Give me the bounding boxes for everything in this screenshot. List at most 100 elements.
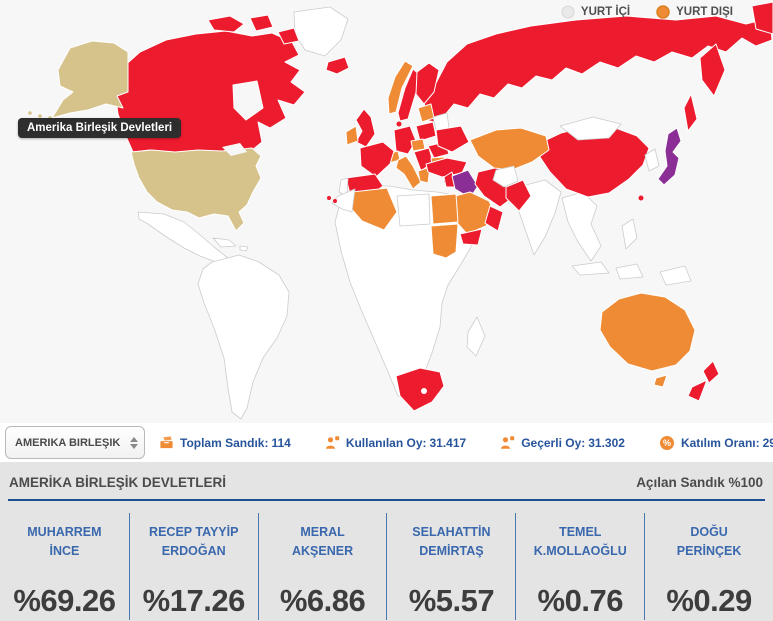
map-region-egypt[interactable] (430, 193, 459, 225)
map-region-cuba[interactable] (212, 237, 249, 252)
percent-icon: % (659, 435, 674, 450)
candidate-name: RECEP TAYYİP ERDOĞAN (149, 525, 239, 559)
map-region-russia[interactable] (423, 15, 773, 123)
map-region-sakhalin[interactable] (683, 93, 698, 132)
yurt-ici-dot-icon (561, 5, 575, 19)
map-region-kamchatka[interactable] (699, 43, 726, 97)
map-region-lesotho[interactable] (421, 388, 427, 394)
map-region-uk[interactable] (355, 108, 376, 148)
candidate-percent: %69.26 (13, 583, 116, 618)
stat-value: 114 (271, 435, 291, 450)
map-region-usa[interactable] (130, 147, 262, 232)
candidate-cell: DOĞU PERİNÇEK %0.29 (644, 513, 773, 620)
map-region-indonesia-east[interactable] (615, 263, 644, 280)
results-panel: AMERİKA BİRLEŞİK DEVLETLERİ Açılan Sandı… (0, 462, 773, 621)
map-legend: YURT İÇİ YURT DIŞI (561, 5, 733, 19)
map-region-australia[interactable] (599, 292, 696, 372)
map-region-pakistan[interactable] (505, 179, 532, 212)
map-region-korea[interactable] (644, 148, 660, 172)
candidates-grid: MUHARREM İNCE %69.26 RECEP TAYYİP ERDOĞA… (0, 513, 773, 620)
stat-value: 31.302 (588, 435, 625, 450)
map-region-taiwan[interactable] (638, 195, 644, 201)
candidate-percent: %0.29 (666, 583, 752, 618)
map-region-philippines[interactable] (621, 218, 638, 250)
legend-label: YURT İÇİ (580, 6, 631, 18)
candidate-cell: SELAHATTİN DEMİRTAŞ %5.57 (386, 513, 515, 620)
world-choropleth-map (28, 1, 773, 420)
candidate-percent: %17.26 (142, 583, 246, 618)
map-region-sudan[interactable] (430, 223, 459, 259)
map-region-canada[interactable] (114, 30, 306, 161)
candidate-name: TEMEL K.MOLLAOĞLU (533, 525, 627, 559)
map-region-greece[interactable] (417, 166, 431, 184)
map-region-new-zealand-north[interactable] (702, 360, 720, 384)
candidate-cell: MUHARREM İNCE %69.26 (0, 513, 129, 620)
stat-turnout: % Katılım Oranı:29.55 (659, 435, 773, 451)
map-region-ukraine[interactable] (435, 125, 470, 153)
map-region-italy[interactable] (395, 155, 422, 190)
country-select[interactable]: AMERIKA BIRLEŞIK DEV (5, 426, 145, 459)
candidate-name: MUHARREM İNCE (27, 525, 102, 559)
map-region-canary-islands[interactable] (327, 196, 337, 203)
map-region-south-africa[interactable] (395, 367, 445, 412)
map-region-ireland[interactable] (345, 125, 359, 146)
stat-used-votes: Kullanılan Oy: 31.417 (325, 435, 466, 450)
map-region-indonesia-west[interactable] (571, 261, 610, 276)
yurt-disi-dot-icon (656, 5, 670, 19)
candidate-percent: %5.57 (408, 583, 495, 618)
stat-value: 31.417 (429, 435, 467, 450)
svg-text:%: % (663, 438, 671, 448)
map-region-yemen[interactable] (459, 228, 483, 246)
opened-ballot-label: Açılan Sandık %100 (636, 475, 763, 490)
map-region-norway[interactable] (387, 60, 414, 115)
map-region-morocco[interactable] (331, 188, 356, 213)
candidate-percent: %6.86 (279, 583, 366, 618)
ballot-box-icon (160, 436, 173, 449)
map-region-denmark[interactable] (396, 121, 402, 127)
map-great-lakes (222, 143, 247, 156)
stat-label: Toplam Sandık: (180, 435, 269, 450)
map-region-papua-new-guinea[interactable] (659, 265, 692, 286)
world-map-section: YURT İÇİ YURT DIŞI Amerika Birleşik Devl… (18, 1, 773, 420)
map-region-mongolia[interactable] (559, 116, 622, 141)
map-region-iceland[interactable] (325, 56, 350, 75)
map-region-canada-arctic[interactable] (207, 14, 300, 45)
map-region-south-america[interactable] (197, 254, 290, 420)
voter-icon (501, 436, 515, 449)
header-divider (8, 499, 765, 501)
map-region-japan[interactable] (657, 127, 682, 186)
country-select-value: AMERIKA BIRLEŞIK DEV (15, 436, 121, 449)
candidate-name: MERAL AKŞENER (292, 525, 354, 559)
map-region-france[interactable] (359, 141, 395, 178)
map-region-afghanistan[interactable] (492, 165, 519, 188)
map-region-russia-far-east[interactable] (751, 1, 773, 35)
legend-item-yurt-ici[interactable]: YURT İÇİ (561, 5, 630, 19)
map-region-iraq[interactable] (451, 169, 479, 199)
stat-label: Kullanılan Oy: (345, 435, 427, 450)
map-region-tasmania[interactable] (653, 374, 668, 388)
map-region-finland[interactable] (415, 62, 440, 105)
control-strip: AMERIKA BIRLEŞIK DEV Toplam Sandık:114 K… (0, 423, 773, 462)
results-title: AMERİKA BİRLEŞİK DEVLETLERİ (9, 475, 227, 490)
map-tooltip: Amerika Birleşik Devletleri (18, 118, 182, 138)
stat-valid-votes: Geçerli Oy: 31.302 (500, 435, 625, 450)
select-arrows-icon (130, 436, 138, 449)
map-region-alaska[interactable] (51, 40, 129, 119)
map-region-poland[interactable] (415, 121, 437, 142)
candidate-name: DOĞU PERİNÇEK (676, 525, 742, 559)
legend-item-yurt-disi[interactable]: YURT DIŞI (656, 5, 733, 19)
results-header: AMERİKA BİRLEŞİK DEVLETLERİ Açılan Sandı… (0, 462, 773, 490)
candidate-name: SELAHATTİN DEMİRTAŞ (412, 525, 491, 559)
map-region-new-zealand-south[interactable] (687, 379, 708, 402)
map-region-central-asia[interactable] (469, 127, 550, 171)
map-region-baltics[interactable] (417, 103, 435, 123)
map-region-libya[interactable] (396, 193, 431, 227)
map-region-greenland[interactable] (293, 6, 349, 57)
stat-label: Katılım Oranı: (680, 435, 760, 450)
map-region-gulf-states[interactable] (484, 205, 504, 232)
candidate-percent: %0.76 (537, 583, 624, 618)
candidate-cell: MERAL AKŞENER %6.86 (257, 513, 387, 620)
map-region-madagascar[interactable] (466, 316, 486, 357)
stat-value: 29.55 (762, 435, 773, 450)
map-region-southeast-asia[interactable] (561, 191, 602, 262)
